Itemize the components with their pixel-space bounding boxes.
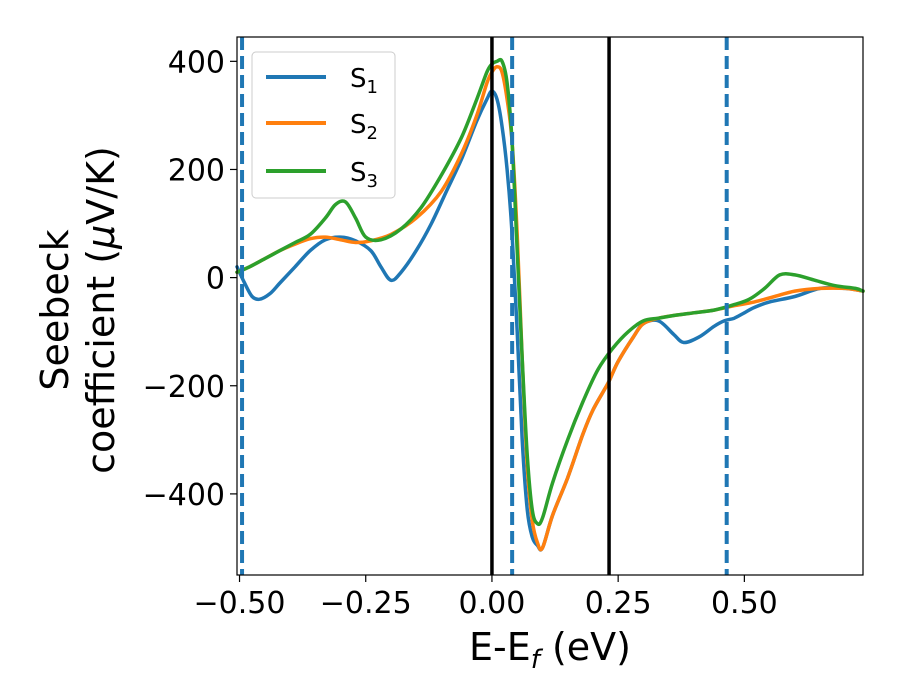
series-line-s3 (235, 57, 865, 527)
x-tick-label: 0.00 (459, 586, 526, 621)
vline-layer (240, 37, 729, 575)
tick-layer: −0.50 −0.25 0.00 0.25 0.50 400 200 0 −200 −400 (143, 45, 778, 621)
legend-label-s1: S1 (350, 64, 378, 98)
legend: S1 S2 S3 (251, 51, 396, 199)
series-layer (235, 57, 865, 552)
y-tick-label: 400 (168, 45, 225, 80)
y-tick-label: 200 (168, 153, 225, 188)
x-tick-label: −0.50 (194, 586, 286, 621)
legend-label-s3: S3 (350, 158, 378, 192)
x-tick-label: −0.25 (320, 586, 412, 621)
y-tick-label: 0 (206, 262, 225, 297)
y-tick-label: −200 (143, 370, 225, 405)
x-axis-label: E-Ef (eV) (469, 625, 631, 675)
series-line-s1 (235, 89, 865, 552)
y-tick-label: −400 (143, 478, 225, 513)
x-tick-label: 0.50 (711, 586, 778, 621)
y-axis-label-line1: Seebeck (33, 229, 77, 390)
plot-frame (236, 36, 864, 576)
legend-label-s2: S2 (350, 110, 378, 144)
y-axis-label-line2: coefficient (μV/K) (79, 146, 123, 474)
x-tick-label: 0.25 (585, 586, 652, 621)
